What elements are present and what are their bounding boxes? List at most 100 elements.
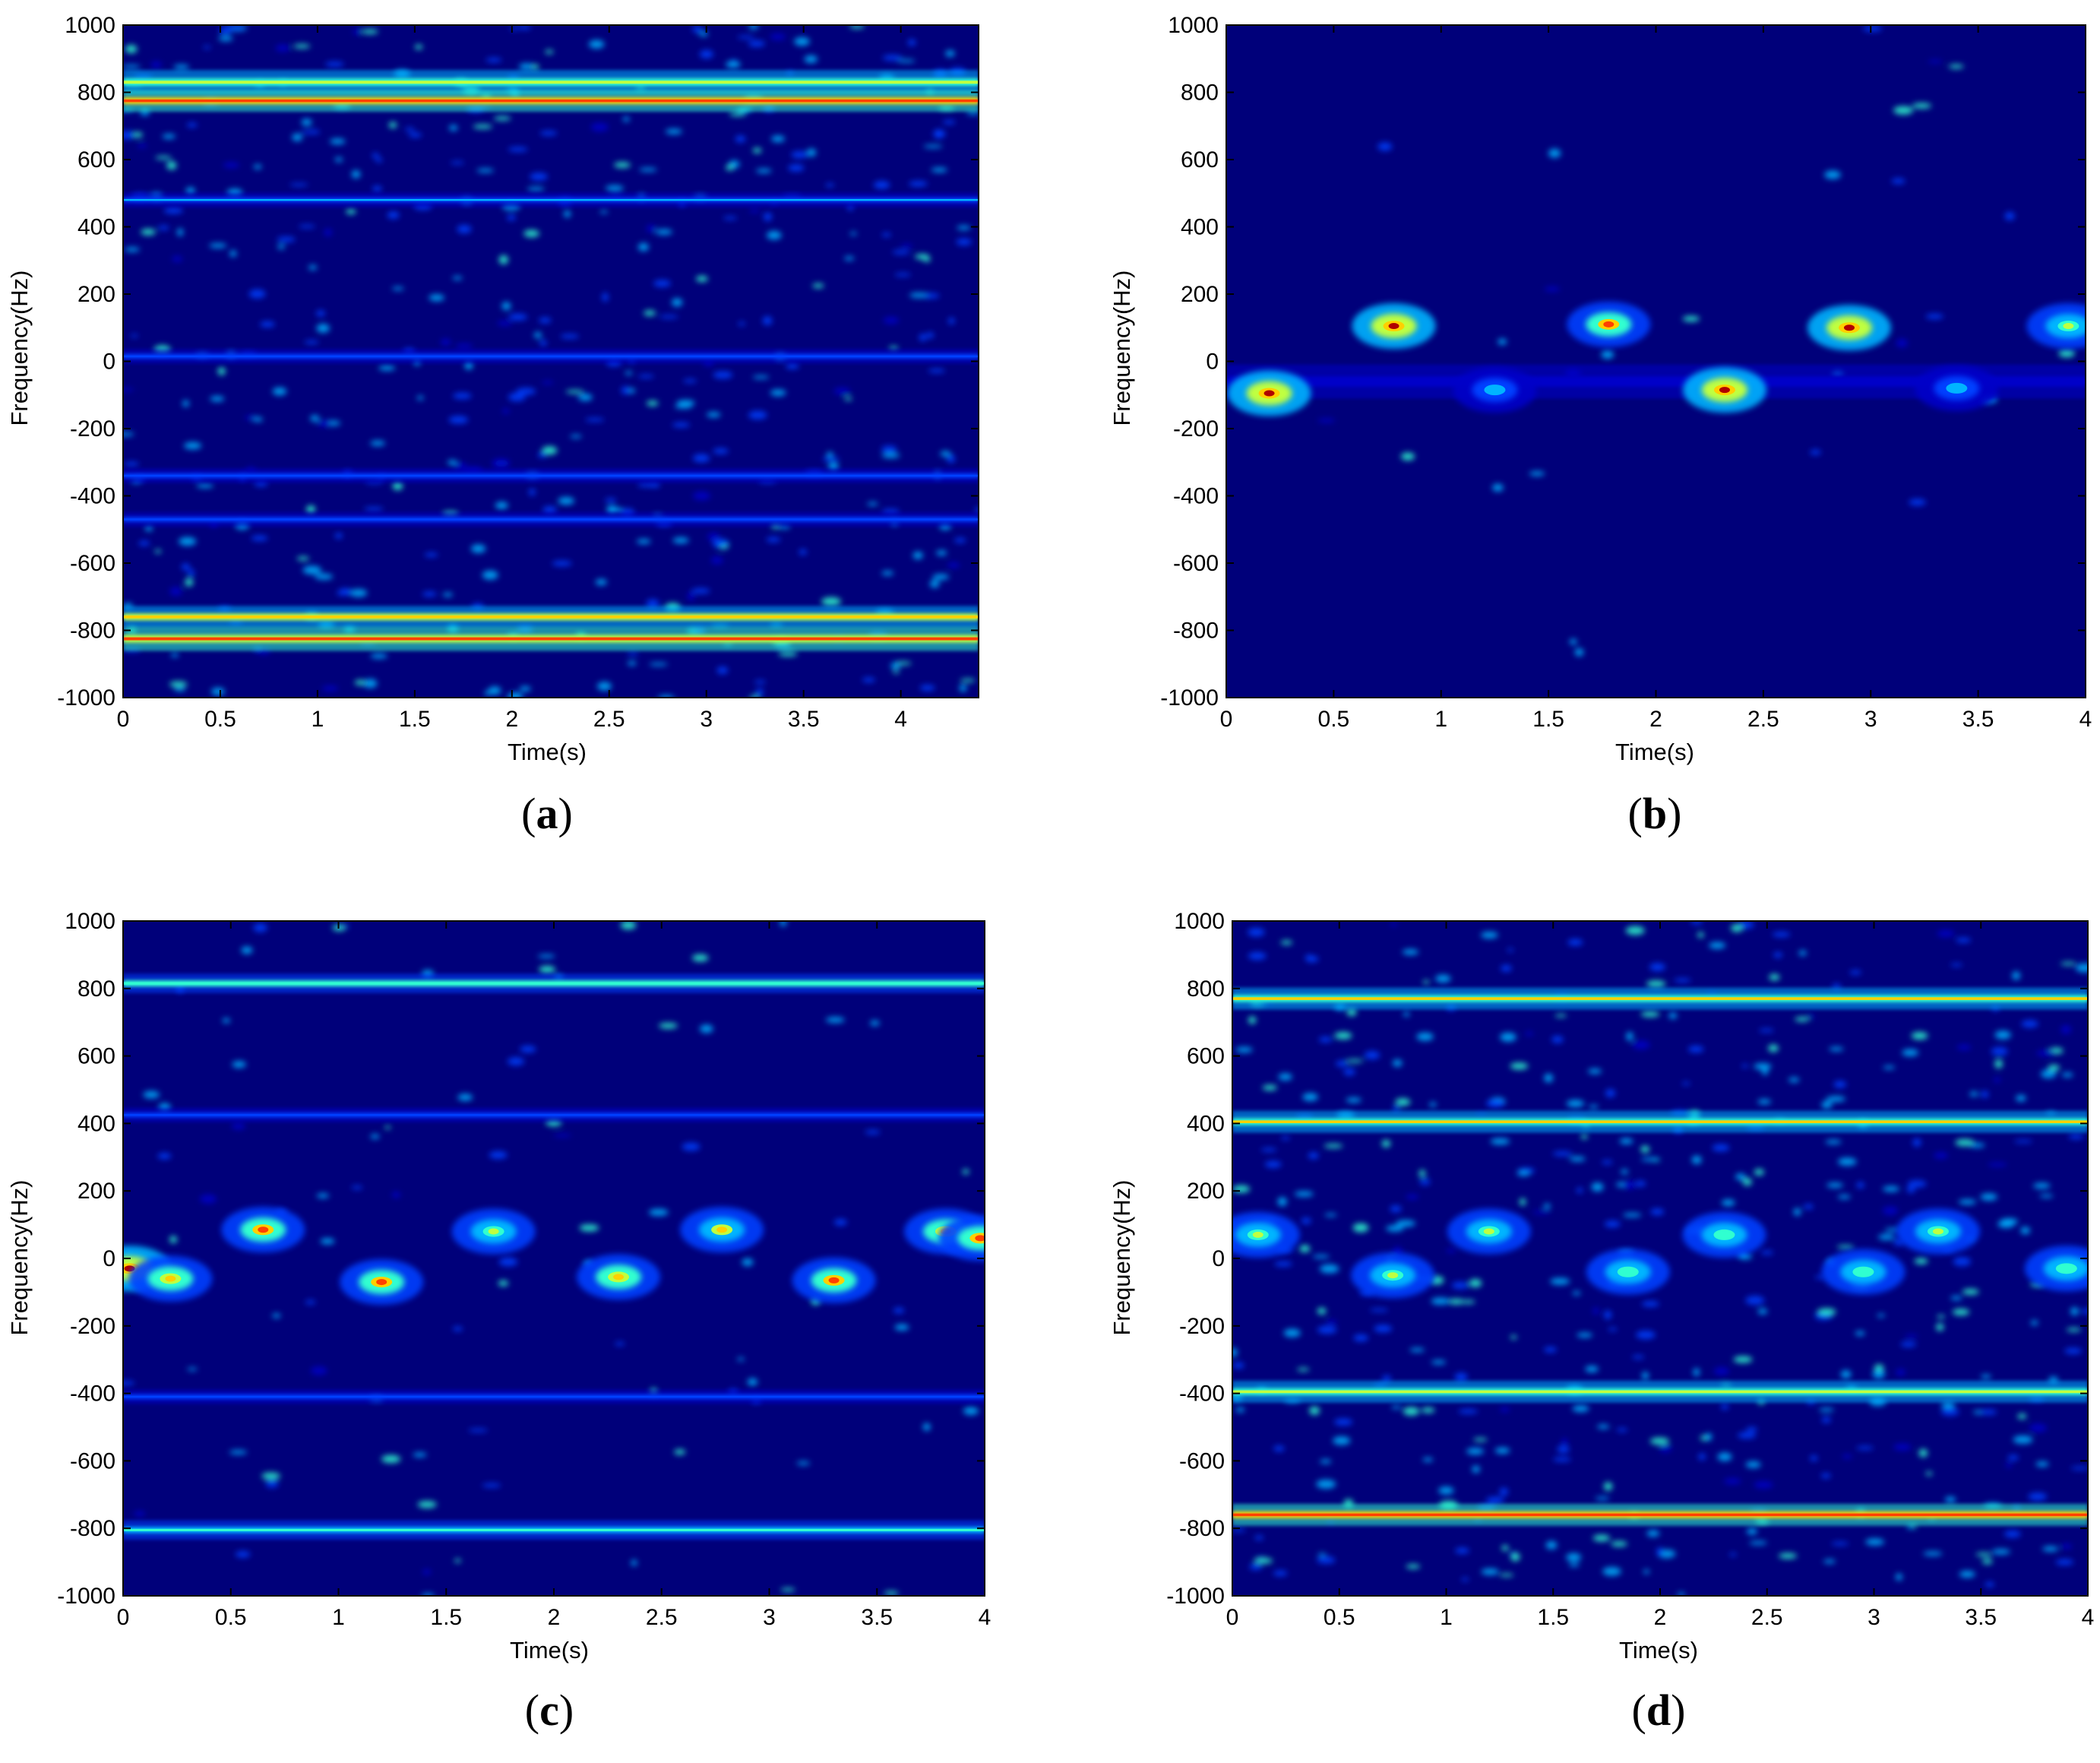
y-tick-label: 200	[77, 282, 115, 307]
panel-caption: (a)	[521, 789, 573, 838]
y-tick-label: 800	[1181, 81, 1219, 106]
doppler-feature	[1351, 1252, 1435, 1299]
x-tick-label: 1.5	[1532, 707, 1564, 732]
y-tick-label: 0	[1212, 1246, 1225, 1271]
frequency-line	[123, 1107, 985, 1122]
doppler-feature	[1915, 365, 1999, 411]
x-tick-label: 1.5	[430, 1605, 462, 1630]
doppler-feature	[1821, 1249, 1905, 1295]
y-tick-label: -600	[70, 1448, 115, 1473]
plot-background	[123, 921, 985, 1596]
x-tick-label: 0	[117, 1605, 130, 1630]
frequency-line	[123, 1389, 985, 1404]
y-tick-label: -800	[1173, 619, 1219, 644]
y-tick-label: -400	[1173, 484, 1219, 509]
plot-background	[1226, 25, 2086, 698]
x-tick-label: 3.5	[788, 707, 820, 732]
y-tick-label: 400	[77, 1111, 115, 1136]
plot-area	[1232, 921, 2088, 1596]
doppler-feature	[1352, 303, 1436, 350]
y-tick-label: 800	[1187, 976, 1225, 1002]
x-tick-label: 1.5	[399, 707, 431, 732]
y-tick-label: -600	[1173, 551, 1219, 576]
plot-area	[1226, 25, 2086, 698]
x-tick-label: 0	[117, 707, 130, 732]
frequency-line	[1232, 1504, 2088, 1526]
doppler-feature	[1227, 370, 1311, 416]
y-tick-label: 400	[77, 215, 115, 240]
doppler-feature	[792, 1257, 876, 1303]
y-tick-label: -200	[1173, 416, 1219, 442]
frequency-line	[123, 511, 979, 527]
doppler-feature	[1453, 367, 1537, 413]
x-tick-label: 1	[1440, 1605, 1453, 1630]
y-tick-label: 600	[77, 147, 115, 173]
doppler-feature	[680, 1207, 764, 1253]
x-axis-label: Time(s)	[508, 739, 587, 765]
y-tick-label: 600	[1187, 1044, 1225, 1069]
y-tick-label: 800	[77, 81, 115, 106]
y-tick-label: 200	[1181, 282, 1219, 307]
x-tick-label: 3.5	[1965, 1605, 1997, 1630]
x-tick-label: 2.5	[1751, 1605, 1783, 1630]
panel-caption: (c)	[525, 1685, 574, 1735]
x-tick-label: 2.5	[593, 707, 625, 732]
frequency-line	[123, 606, 979, 628]
y-tick-label: 800	[77, 976, 115, 1002]
doppler-feature	[577, 1254, 661, 1300]
x-tick-label: 3	[700, 707, 713, 732]
x-tick-label: 4	[2079, 707, 2092, 732]
x-tick-label: 4	[894, 707, 907, 732]
y-tick-label: 600	[1181, 147, 1219, 173]
x-tick-label: 0	[1220, 707, 1233, 732]
panel-caption: (b)	[1628, 789, 1682, 838]
x-axis-label: Time(s)	[1619, 1637, 1698, 1663]
x-tick-label: 2	[1649, 707, 1662, 732]
x-tick-label: 2	[1654, 1605, 1667, 1630]
x-tick-label: 4	[2082, 1605, 2095, 1630]
y-tick-label: 0	[103, 350, 115, 375]
x-tick-label: 0.5	[215, 1605, 247, 1630]
doppler-feature	[451, 1208, 536, 1255]
y-tick-label: -200	[1179, 1314, 1225, 1339]
panel-caption: (d)	[1632, 1685, 1686, 1735]
y-tick-label: -1000	[57, 1584, 115, 1609]
y-axis-label: Frequency(Hz)	[1109, 271, 1135, 426]
frequency-line	[123, 626, 979, 651]
frequency-line	[1232, 987, 2088, 1010]
frequency-line	[123, 349, 979, 364]
doppler-feature	[1807, 305, 1891, 351]
frequency-line	[1232, 1110, 2088, 1133]
y-tick-label: 200	[1187, 1179, 1225, 1204]
x-tick-label: 1	[332, 1605, 345, 1630]
y-tick-label: 1000	[1168, 13, 1219, 38]
x-tick-label: 2	[548, 1605, 561, 1630]
x-tick-label: 2.5	[1747, 707, 1779, 732]
doppler-feature	[221, 1207, 305, 1253]
doppler-feature	[1682, 1211, 1766, 1258]
y-tick-label: -400	[1179, 1382, 1225, 1407]
plot-area	[123, 25, 979, 698]
doppler-feature	[1586, 1249, 1670, 1295]
x-tick-label: 2	[505, 707, 518, 732]
y-tick-label: -200	[70, 416, 115, 442]
y-tick-label: -200	[70, 1314, 115, 1339]
x-axis-label: Time(s)	[1615, 739, 1694, 765]
plot-area	[123, 921, 985, 1596]
x-tick-label: 1	[312, 707, 324, 732]
y-tick-label: -400	[70, 1382, 115, 1407]
y-tick-label: 400	[1187, 1111, 1225, 1136]
doppler-feature	[340, 1259, 424, 1306]
doppler-feature	[1232, 1211, 1300, 1258]
y-tick-label: -800	[1179, 1516, 1225, 1541]
x-tick-label: 2.5	[646, 1605, 678, 1630]
y-tick-label: -400	[70, 484, 115, 509]
doppler-feature	[1682, 367, 1766, 413]
frequency-line	[123, 468, 979, 483]
y-axis-label: Frequency(Hz)	[6, 1180, 33, 1336]
y-tick-label: 0	[103, 1246, 115, 1271]
